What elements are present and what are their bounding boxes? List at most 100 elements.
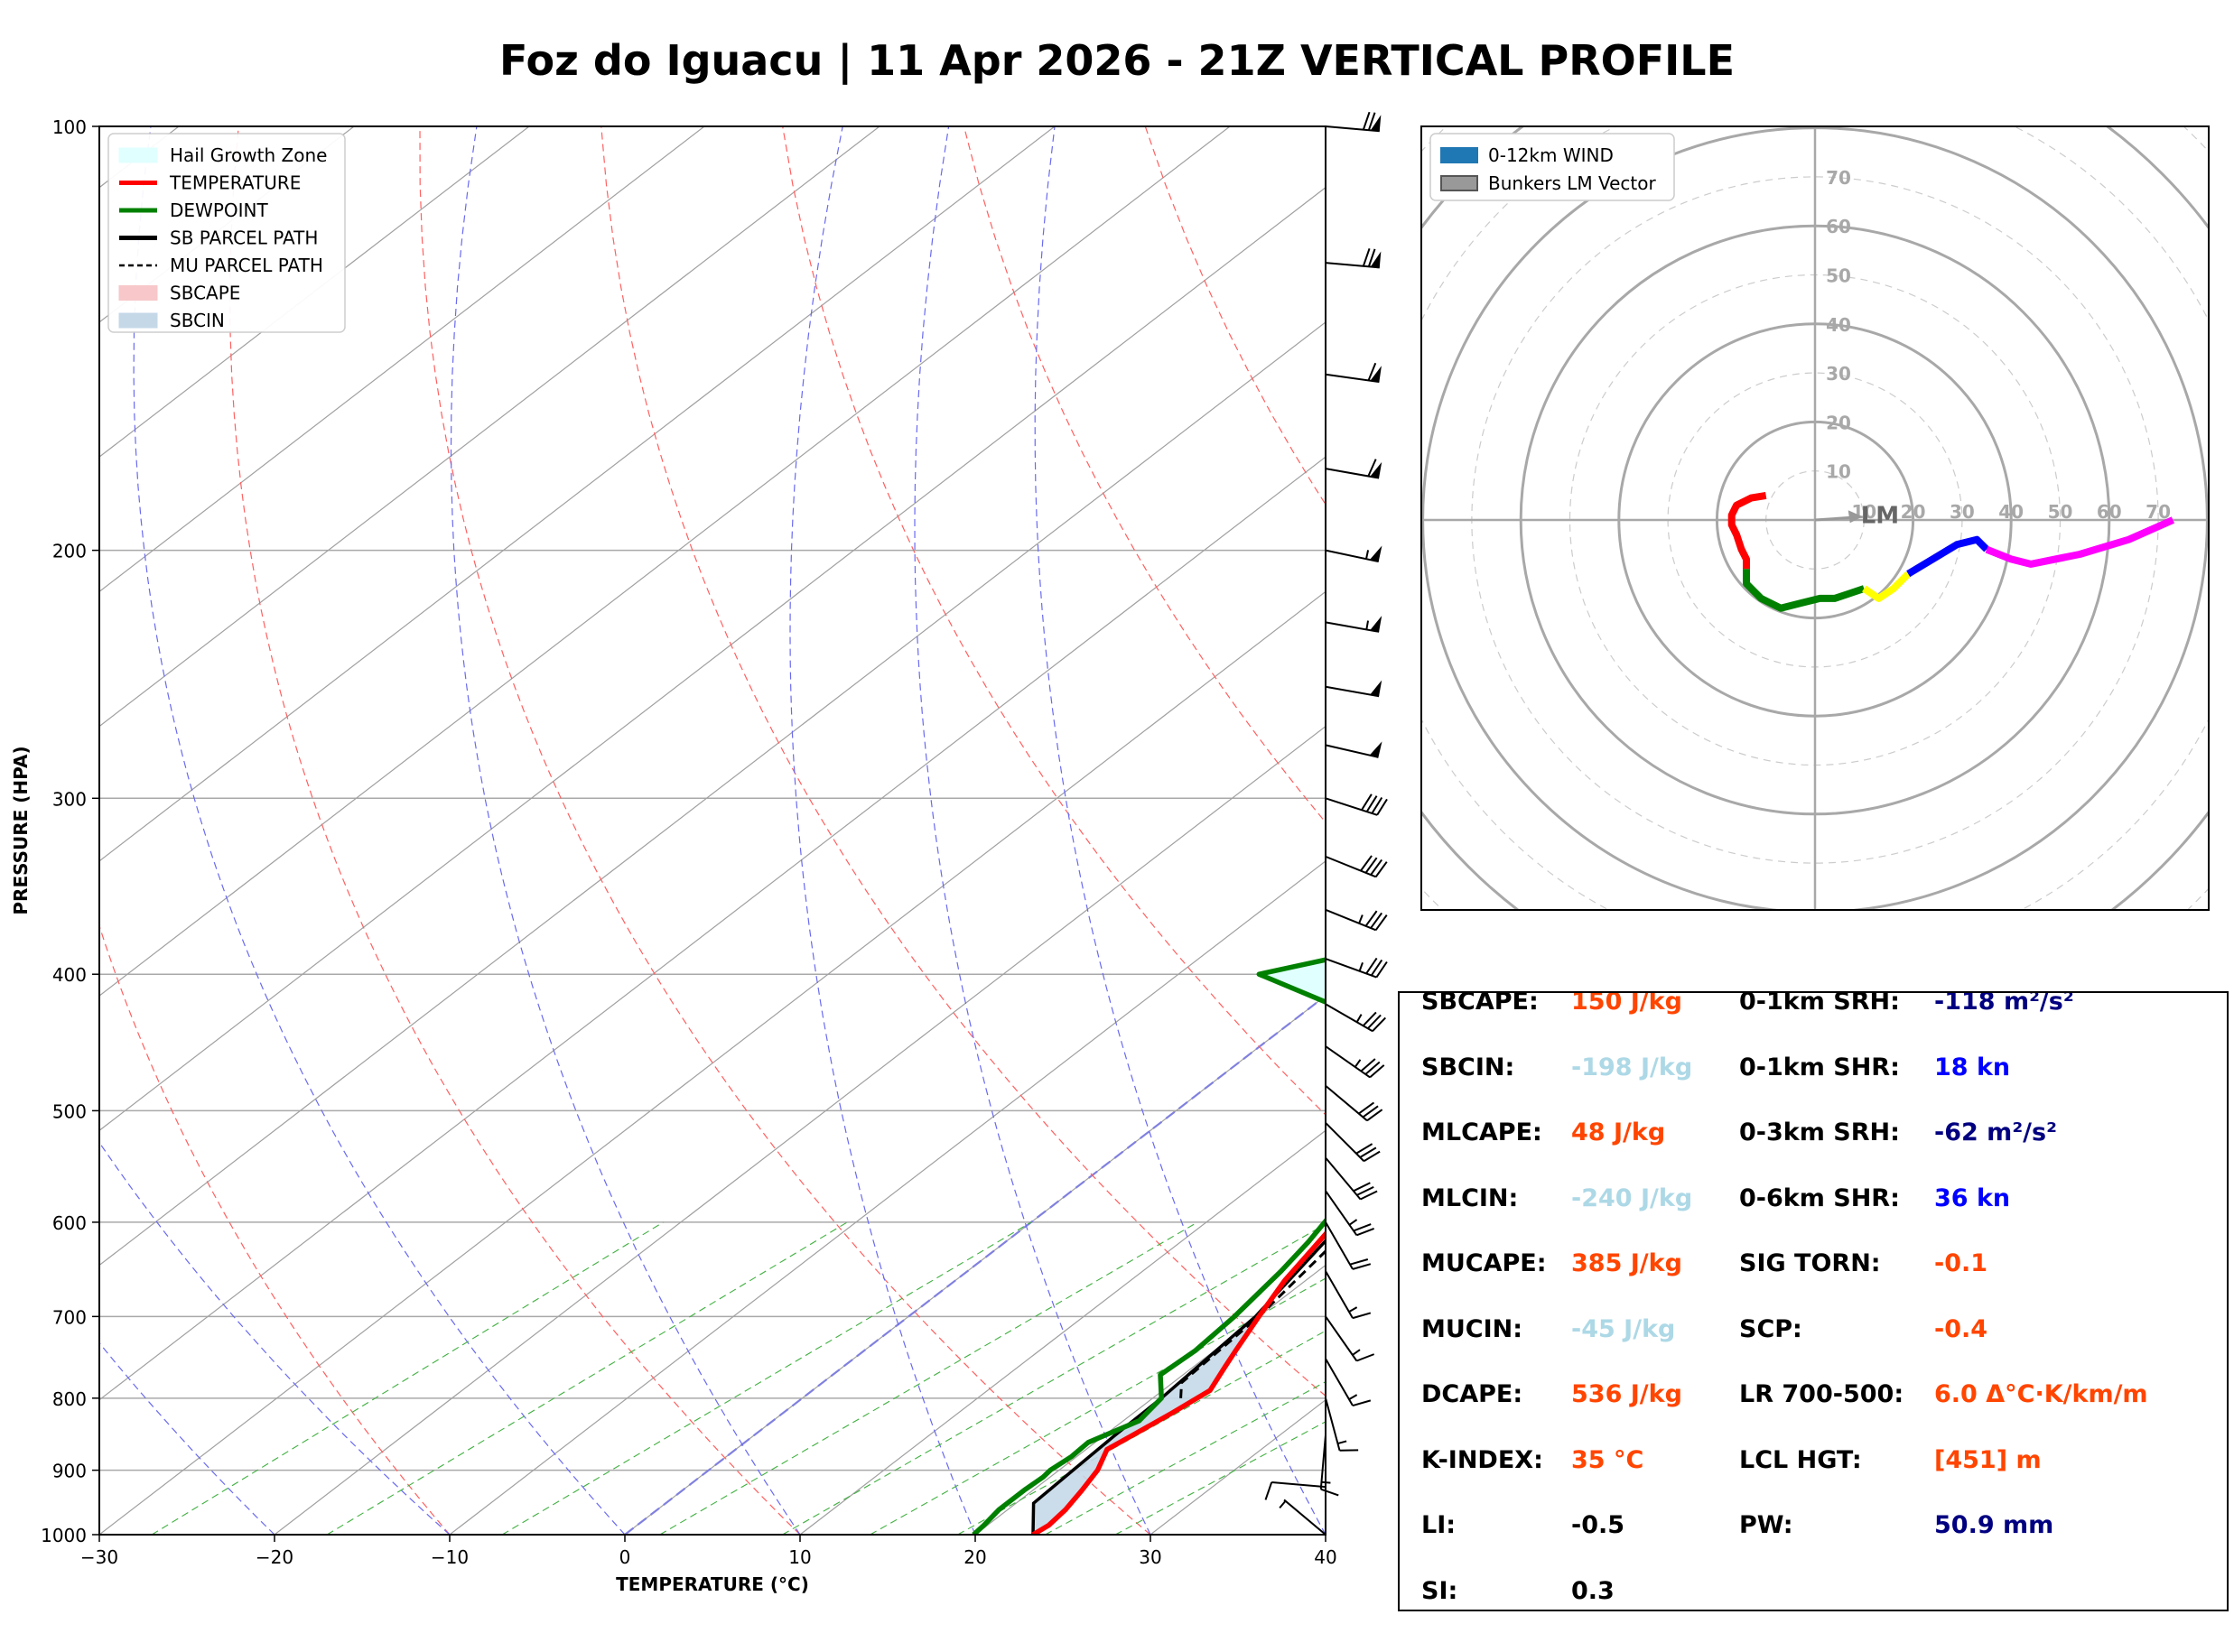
skewt-legend: Hail Growth Zone TEMPERATURE DEWPOINT SB PA…: [107, 133, 346, 333]
wind-barb: [1325, 248, 1382, 269]
sb-parcel-line: [1031, 1239, 1326, 1535]
wind-barb: [1325, 680, 1382, 698]
x-tick-label: 10: [788, 1546, 811, 1568]
wind-barb-feather: [1375, 961, 1388, 979]
wind-barb-feather: [1352, 1399, 1372, 1407]
index-value: 36 kn: [1934, 1183, 2011, 1212]
legend-label-1: TEMPERATURE: [169, 172, 301, 194]
isotherm-line: [99, 321, 1326, 1267]
y-tick-label: 1000: [41, 1525, 87, 1546]
mixing-ratio-line: [501, 1221, 1032, 1535]
mixing-ratio-line: [957, 1330, 1326, 1535]
isotherm-line: [449, 860, 1326, 1535]
index-value: 0.3: [1571, 1576, 1615, 1605]
wind-barb-feather: [1356, 1185, 1374, 1196]
wind-barb-shaft: [1319, 1434, 1326, 1490]
index-value: -240 J/kg: [1571, 1183, 1693, 1212]
wind-barb: [1325, 1221, 1372, 1270]
wind-barb-feather: [1371, 796, 1383, 814]
wind-barb-feather: [1352, 1263, 1372, 1270]
wind-barb-feather: [1362, 1011, 1377, 1026]
wind-barb-half: [1279, 1500, 1287, 1509]
wind-barb-feather: [1352, 1312, 1372, 1320]
isotherm-line: [99, 590, 1326, 1535]
wind-barb-feather: [1367, 112, 1376, 131]
index-value: -118 m²/s²: [1934, 991, 2074, 1016]
wind-barb: [1325, 616, 1382, 633]
wind-barb-shaft: [1325, 908, 1377, 932]
wind-barb-shaft: [1325, 1156, 1362, 1201]
wind-barb: [1325, 1270, 1372, 1320]
wind-barb-feather: [1364, 1061, 1381, 1075]
legend-label-3: SB PARCEL PATH: [170, 227, 318, 249]
wind-barb-flag: [1370, 616, 1382, 632]
wind-barb-feather: [1362, 111, 1371, 130]
legend-label-5: SBCAPE: [170, 283, 240, 304]
wind-barb-flag: [1370, 115, 1382, 132]
index-label: MLCAPE:: [1421, 1118, 1542, 1146]
index-label: LI:: [1421, 1511, 1457, 1539]
isotherm-line: [799, 1129, 1326, 1535]
wind-barb: [1325, 741, 1382, 758]
wind-barb-feather: [1374, 914, 1388, 931]
wind-barb: [1325, 362, 1382, 384]
index-value: 48 J/kg: [1571, 1118, 1666, 1146]
isotherm-line: [0, 126, 4, 1535]
wind-barb: [1325, 908, 1388, 932]
wind-barb-feather: [1360, 1058, 1376, 1072]
wind-barb-shaft: [1325, 1084, 1368, 1122]
wind-barb-shaft: [1325, 1190, 1358, 1236]
wind-barb-half: [1348, 1219, 1358, 1226]
wind-barb-half: [1358, 962, 1364, 972]
wind-barb-shaft: [1325, 958, 1377, 979]
skewt-frame: [98, 125, 1326, 1536]
dry-adiabat: [782, 126, 1326, 1116]
wind-barb-feather: [1372, 1016, 1387, 1032]
y-axis-label: PRESSURE (HPA): [10, 746, 32, 914]
wind-barb-feather: [1366, 1109, 1383, 1122]
wind-barb-feather: [1362, 1105, 1379, 1118]
wind-barb-feather: [1364, 910, 1378, 927]
index-label: SIG TORN:: [1739, 1249, 1881, 1277]
legend-swatch-0: [118, 147, 158, 163]
wind-barb-shaft: [1325, 797, 1378, 816]
skewt-legend-box: [107, 133, 346, 333]
index-value: 6.0 Δ°C·K/km/m: [1934, 1380, 2148, 1408]
wind-barb-feather: [1367, 248, 1376, 267]
isotherm-line: [99, 126, 1231, 997]
wind-barb: [1319, 1434, 1339, 1497]
wind-barb-shaft: [1325, 1122, 1365, 1162]
index-label: SI:: [1421, 1576, 1458, 1605]
wind-barb-flag: [1370, 366, 1382, 383]
x-tick-label: 20: [963, 1546, 986, 1568]
y-tick-label: 200: [52, 541, 87, 562]
wind-barb: [1325, 1397, 1359, 1452]
index-label: LR 700-500:: [1739, 1380, 1904, 1408]
wind-barb-shaft: [1325, 1270, 1354, 1319]
wind-barb-feather: [1353, 1223, 1372, 1232]
index-label: MUCAPE:: [1421, 1249, 1547, 1277]
wind-barb-flag: [1369, 545, 1382, 562]
mixing-ratio-line: [1045, 1380, 1326, 1535]
wind-barb: [1325, 1358, 1372, 1407]
wind-barb-shaft: [1283, 1499, 1326, 1536]
index-value: [451] m: [1934, 1445, 2042, 1474]
index-value: -198 J/kg: [1571, 1053, 1693, 1081]
moist-adiabat: [99, 1341, 275, 1535]
wind-barb-flag: [1370, 251, 1382, 268]
moist-adiabat: [1034, 126, 1326, 1535]
index-label: 0-3km SRH:: [1739, 1118, 1900, 1146]
wind-barb-shaft: [1325, 744, 1379, 758]
y-tick-label: 500: [52, 1100, 87, 1122]
wind-barb-feather: [1349, 1258, 1369, 1266]
temperature-line: [1031, 1230, 1326, 1535]
wind-barb-feather: [1363, 1150, 1381, 1163]
wind-barb-feather: [1355, 1143, 1373, 1155]
wind-barb: [1325, 1003, 1387, 1033]
wind-barb-feather: [1369, 1064, 1385, 1079]
skewt-plot-area: [0, 126, 1326, 1535]
wind-barb-feather: [1361, 794, 1373, 811]
y-tick-label: 300: [52, 788, 87, 810]
index-value: 50.9 mm: [1934, 1511, 2054, 1539]
wind-barb: [1325, 1122, 1381, 1163]
